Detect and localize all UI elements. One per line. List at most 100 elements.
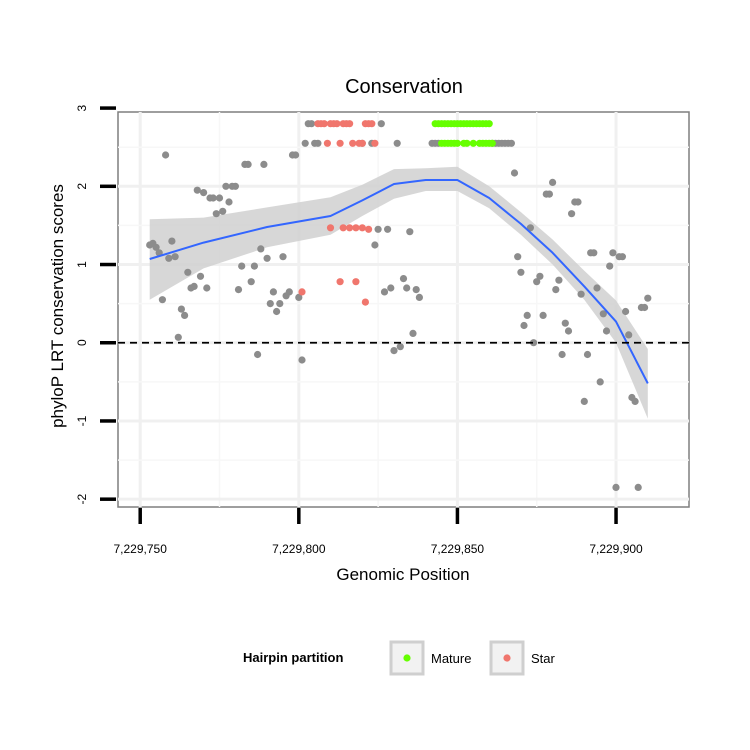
point-other — [631, 397, 639, 405]
point-other — [545, 190, 554, 198]
point-other — [209, 194, 217, 202]
legend-label-star: Star — [531, 651, 556, 666]
point-other — [393, 139, 401, 147]
point-mature — [485, 120, 493, 128]
point-other — [279, 253, 287, 261]
point-mature — [469, 139, 477, 147]
point-other — [307, 120, 316, 128]
point-other — [396, 343, 404, 351]
point-star — [336, 139, 344, 147]
point-other — [561, 319, 569, 327]
point-other — [152, 243, 160, 251]
point-other — [266, 300, 274, 308]
point-other — [212, 210, 220, 218]
point-star — [352, 278, 360, 286]
legend-key-mature — [389, 640, 425, 676]
point-other — [285, 288, 293, 296]
x-tick-label: 7,229,750 — [114, 542, 168, 556]
point-other — [593, 284, 601, 292]
legend-item-star: Star — [489, 640, 556, 676]
point-other — [602, 327, 611, 335]
point-other — [196, 272, 205, 280]
point-other — [415, 293, 423, 301]
smooth-curve — [149, 179, 649, 384]
x-axis: 7,229,750 7,229,800 7,229,850 7,229,900 — [114, 508, 643, 556]
point-mature — [463, 139, 471, 147]
point-other — [599, 310, 607, 318]
point-other — [225, 198, 233, 206]
point-star — [346, 120, 354, 128]
point-other — [555, 276, 563, 284]
plot-panel — [117, 111, 690, 508]
point-star — [365, 225, 373, 233]
point-other — [606, 262, 614, 270]
point-other — [634, 483, 642, 491]
point-other — [618, 253, 627, 261]
legend-dot-mature — [403, 654, 411, 662]
y-tick-label: -1 — [75, 415, 89, 426]
point-other — [231, 182, 239, 190]
point-other — [552, 286, 560, 294]
point-other — [298, 356, 306, 364]
point-other — [536, 272, 544, 280]
point-other — [371, 241, 379, 249]
confidence-ribbon — [149, 166, 648, 419]
point-other — [622, 307, 630, 316]
point-star — [358, 224, 366, 232]
x-axis-label: Genomic Position — [336, 565, 469, 584]
x-tick-label: 7,229,800 — [272, 542, 326, 556]
point-other — [533, 278, 541, 286]
smooth-line — [149, 179, 649, 384]
point-other — [222, 182, 230, 190]
y-tick-label: 0 — [75, 339, 89, 346]
point-other — [517, 268, 525, 276]
legend-dot-star — [503, 654, 511, 662]
point-other — [574, 198, 582, 206]
point-star — [349, 139, 357, 147]
y-axis-label: phyloP LRT conservation scores — [48, 184, 67, 428]
point-star — [346, 224, 354, 232]
point-other — [269, 288, 277, 296]
point-other — [583, 350, 592, 359]
point-star — [361, 298, 369, 306]
point-star — [358, 139, 366, 147]
point-other — [403, 284, 411, 292]
point-other — [377, 120, 385, 128]
point-other — [168, 237, 176, 245]
point-other — [301, 139, 309, 147]
x-tick-label: 7,229,900 — [589, 542, 643, 556]
point-other — [384, 225, 392, 233]
point-other — [596, 378, 604, 386]
point-other — [520, 321, 528, 330]
point-star — [298, 288, 306, 296]
point-other — [295, 293, 303, 301]
point-mature — [488, 139, 496, 147]
point-other — [390, 347, 398, 355]
point-other — [190, 282, 198, 290]
y-tick-label: 2 — [75, 183, 89, 190]
ribbon-area — [149, 166, 648, 419]
point-star — [371, 139, 379, 147]
point-other — [387, 284, 395, 292]
point-other — [380, 288, 389, 296]
point-other — [412, 286, 420, 294]
point-other — [523, 311, 531, 319]
point-other — [314, 139, 322, 147]
y-tick-label: 1 — [75, 261, 89, 268]
point-other — [590, 249, 598, 257]
point-other — [250, 262, 258, 270]
point-star — [336, 278, 344, 286]
point-other — [234, 286, 243, 294]
point-other — [409, 329, 417, 337]
point-other — [254, 350, 262, 359]
y-tick-label: 3 — [75, 104, 89, 111]
point-other — [558, 350, 566, 359]
point-other — [184, 268, 192, 276]
point-other — [641, 303, 649, 312]
point-other — [177, 305, 185, 313]
point-other — [609, 249, 617, 257]
point-other — [257, 245, 265, 253]
point-other — [564, 327, 573, 335]
point-other — [577, 290, 585, 298]
